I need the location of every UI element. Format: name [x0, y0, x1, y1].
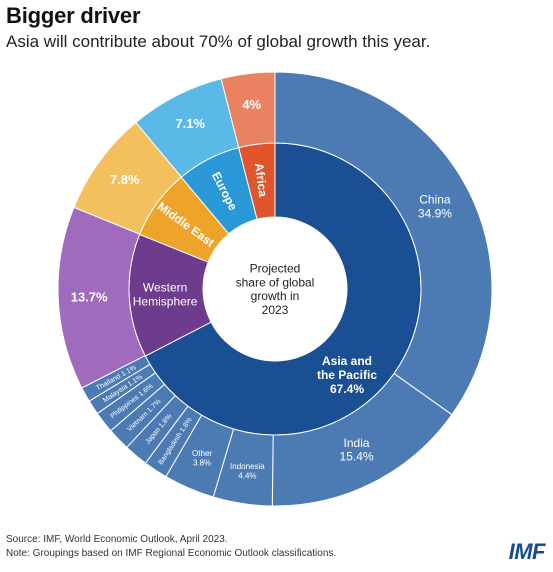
sunburst-chart: Projected share of global growth in 2023 As…	[57, 71, 493, 507]
outer-label-indonesia: Indonesia 4.4%	[230, 462, 265, 480]
outer-ring	[57, 71, 493, 507]
inner-label-asia-and-the-pacific: Asia and the Pacific 67.4%	[317, 354, 377, 396]
outer-label-china: China 34.9%	[418, 193, 452, 221]
grouping-note: Note: Groupings based on IMF Regional Ec…	[6, 548, 337, 559]
center-hole: Projected share of global growth in 2023	[203, 217, 347, 361]
inner-label-africa: Africa	[252, 162, 270, 198]
outer-label-western-hemisphere: 13.7%	[71, 290, 108, 305]
outer-label-other: Other 3.8%	[192, 449, 212, 467]
outer-slice-africa	[220, 71, 276, 149]
center-label: Projected share of global growth in 2023	[236, 262, 315, 317]
chart-subtitle: Asia will contribute about 70% of global…	[6, 32, 431, 51]
outer-label-europe: 7.1%	[175, 116, 205, 131]
outer-slice-china	[274, 71, 493, 416]
outer-label-middle-east: 7.8%	[110, 172, 140, 187]
center-circle	[203, 217, 347, 361]
outer-label-india: India 15.4%	[340, 436, 374, 464]
chart-title: Bigger driver	[6, 3, 141, 28]
source-note: Source: IMF, World Economic Outlook, Apr…	[6, 534, 228, 545]
imf-logo: IMF	[508, 539, 546, 564]
outer-label-africa: 4%	[242, 97, 261, 112]
inner-label-western-hemisphere: Western Hemisphere	[133, 280, 198, 308]
